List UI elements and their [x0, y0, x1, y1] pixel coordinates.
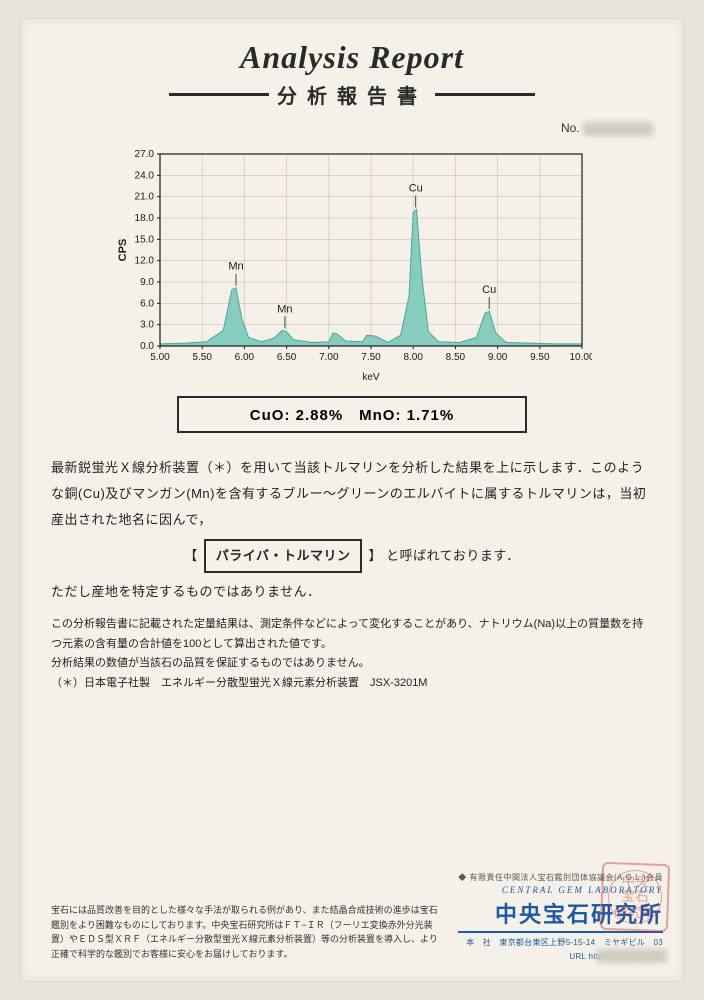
body-p1: 最新鋭蛍光Ｘ線分析装置（＊）を用いて当該トルマリンを分析した結果を上に示します．…: [51, 460, 646, 527]
report-no-label: No.: [561, 121, 580, 135]
svg-text:27.0: 27.0: [135, 149, 155, 160]
footer-lab-en: CENTRAL GEM LABORATORY: [458, 885, 663, 895]
svg-text:3.0: 3.0: [140, 319, 154, 330]
svg-text:7.50: 7.50: [361, 352, 381, 363]
divider-left: [169, 93, 269, 96]
svg-text:18.0: 18.0: [135, 213, 155, 224]
footer-address: 本 社 東京都台東区上野5-15-14 ミヤギビル 03: [458, 937, 663, 948]
svg-text:5.00: 5.00: [150, 352, 170, 363]
result-box: CuO: 2.88% MnO: 1.71%: [177, 396, 527, 433]
svg-text:7.00: 7.00: [319, 352, 339, 363]
svg-text:6.50: 6.50: [277, 352, 297, 363]
svg-text:6.00: 6.00: [235, 352, 255, 363]
spectrum-svg: 0.0 3.0 6.0 9.0 12.0 15.0 18.0 21.0 24.0 27.0 5.00…: [112, 146, 592, 386]
body-after-box: と呼ばれております．: [386, 548, 520, 563]
svg-text:Cu: Cu: [409, 182, 423, 194]
svg-text:8.00: 8.00: [403, 352, 423, 363]
note-3: （＊）日本電子社製 エネルギー分散型蛍光Ｘ線元素分析装置 JSX-3201M: [51, 674, 653, 694]
svg-text:21.0: 21.0: [135, 191, 155, 202]
spectrum-chart: 0.0 3.0 6.0 9.0 12.0 15.0 18.0 21.0 24.0 27.0 5.00…: [112, 146, 592, 386]
svg-text:CPS: CPS: [117, 239, 129, 262]
report-title-jp: 分析報告書: [277, 80, 427, 109]
report-no-redacted: [583, 122, 653, 136]
footer-url-label: URL: [569, 952, 586, 961]
svg-text:10.00: 10.00: [569, 352, 592, 363]
svg-text:5.50: 5.50: [192, 352, 212, 363]
svg-text:15.0: 15.0: [135, 234, 155, 245]
svg-text:8.50: 8.50: [446, 352, 466, 363]
svg-text:9.50: 9.50: [530, 352, 550, 363]
svg-text:keV: keV: [362, 372, 380, 383]
note-1: この分析報告書に記載された定量結果は、測定条件などによって変化することがあり、ナ…: [51, 615, 653, 655]
svg-text:12.0: 12.0: [135, 255, 155, 266]
svg-text:6.0: 6.0: [140, 298, 154, 309]
footer-agl: ◆ 有限責任中間法人宝石鑑別団体協議会(A.G.L.)会員: [458, 872, 663, 883]
svg-text:9.00: 9.00: [488, 352, 508, 363]
divider-right: [435, 93, 535, 96]
svg-text:Cu: Cu: [482, 284, 496, 296]
svg-text:Mn: Mn: [277, 303, 292, 315]
body-p2: ただし産地を特定するものではありません．: [51, 579, 653, 605]
note-2: 分析結果の数値が当該石の品質を保証するものではありません。: [51, 654, 653, 674]
footer-disclaimer: 宝石には品質改善を目的とした様々な手法が取られる例があり、また結晶合成技術の進歩…: [51, 903, 438, 961]
svg-text:24.0: 24.0: [135, 170, 155, 181]
svg-text:Mn: Mn: [228, 261, 243, 273]
report-title-en: Analysis Report: [51, 39, 653, 76]
svg-text:0.0: 0.0: [140, 341, 154, 352]
svg-text:9.0: 9.0: [140, 277, 154, 288]
footer-redacted: [597, 949, 667, 963]
footer-lab-name: 中央宝石研究所: [458, 897, 663, 933]
gem-name-box: パライバ・トルマリン: [204, 539, 363, 573]
